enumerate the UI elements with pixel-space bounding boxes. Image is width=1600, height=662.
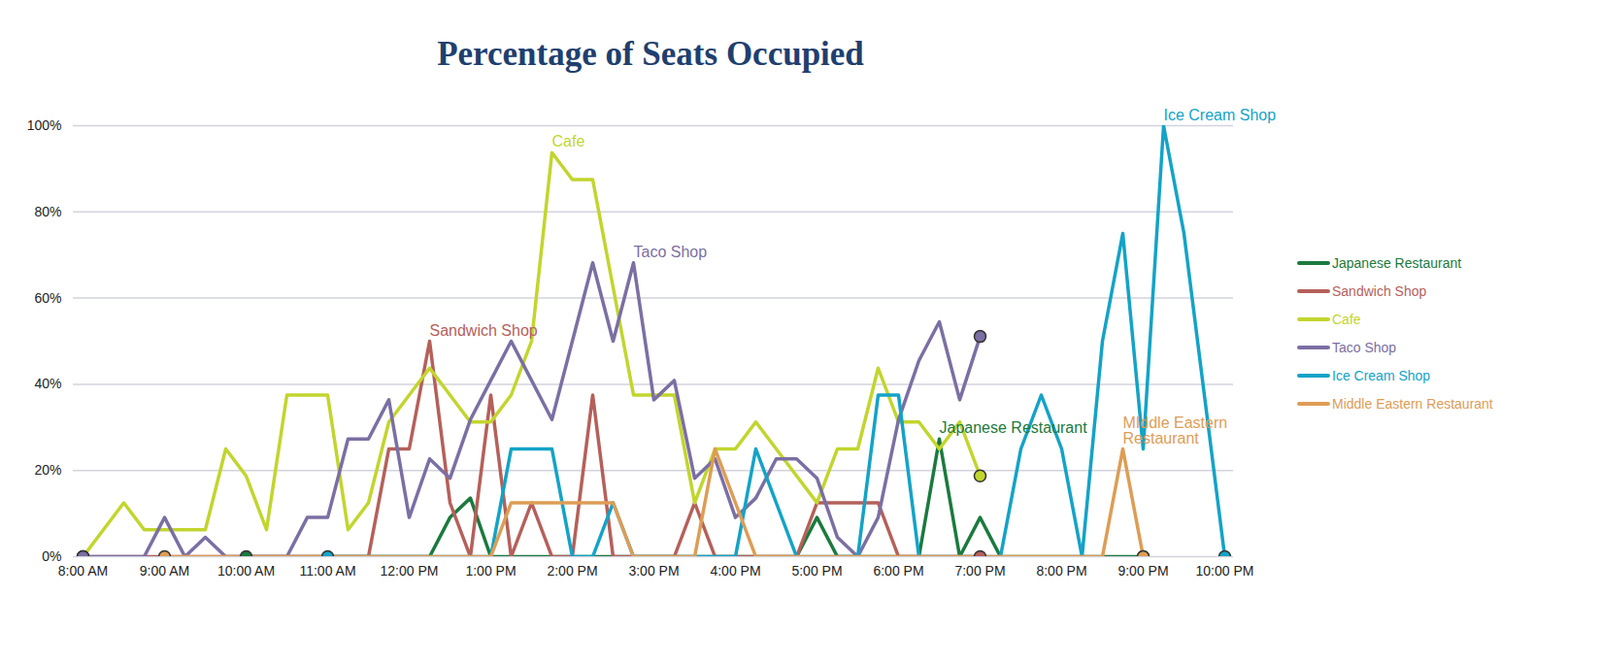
svg-text:60%: 60% bbox=[33, 290, 62, 306]
html-text:Percentage of Seats Occupied: Percentage of Seats Occupied bbox=[437, 34, 864, 73]
svg-text:20%: 20% bbox=[33, 462, 62, 478]
svg-text:Cafe: Cafe bbox=[552, 133, 586, 150]
svg-text:MIddle EasternRestaurant: MIddle EasternRestaurant bbox=[1123, 414, 1229, 447]
svg-text:9:00 PM: 9:00 PM bbox=[1117, 563, 1168, 579]
svg-text:10:00 PM: 10:00 PM bbox=[1196, 563, 1255, 579]
svg-text:80%: 80% bbox=[33, 203, 62, 220]
html-text:Cafe: Cafe bbox=[1332, 311, 1361, 327]
svg-text:1:00 PM: 1:00 PM bbox=[465, 563, 516, 579]
svg-text:7:00 PM: 7:00 PM bbox=[954, 563, 1005, 579]
svg-text:Sandwich Shop: Sandwich Shop bbox=[430, 322, 538, 339]
svg-text:4:00 PM: 4:00 PM bbox=[709, 563, 761, 579]
html-text:Japanese Restaurant: Japanese Restaurant bbox=[1332, 254, 1462, 271]
svg-text:6:00 PM: 6:00 PM bbox=[872, 563, 924, 579]
svg-text:Taco Shop: Taco Shop bbox=[633, 243, 708, 261]
svg-text:12:00 PM: 12:00 PM bbox=[380, 563, 439, 579]
svg-text:Ice Cream Shop: Ice Cream Shop bbox=[1164, 106, 1277, 124]
svg-text:9:00 AM: 9:00 AM bbox=[139, 563, 190, 579]
svg-text:100%: 100% bbox=[27, 117, 63, 134]
svg-text:Japanese Restaurant: Japanese Restaurant bbox=[939, 419, 1089, 436]
html-text:Middle Eastern Restaurant: Middle Eastern Restaurant bbox=[1332, 395, 1494, 412]
html-text:Ice Cream Shop: Ice Cream Shop bbox=[1332, 367, 1431, 384]
svg-text:8:00 AM: 8:00 AM bbox=[58, 563, 108, 579]
svg-text:2:00 PM: 2:00 PM bbox=[546, 563, 598, 579]
svg-text:3:00 PM: 3:00 PM bbox=[628, 563, 679, 579]
svg-text:10:00 AM: 10:00 AM bbox=[217, 563, 275, 579]
svg-text:0%: 0% bbox=[41, 548, 62, 565]
svg-text:11:00 AM: 11:00 AM bbox=[299, 563, 356, 579]
svg-text:40%: 40% bbox=[33, 375, 62, 392]
html-text:Taco Shop: Taco Shop bbox=[1332, 339, 1397, 355]
svg-text:5:00 PM: 5:00 PM bbox=[791, 563, 842, 579]
html-text:Sandwich Shop: Sandwich Shop bbox=[1332, 283, 1427, 299]
svg-text:8:00 PM: 8:00 PM bbox=[1035, 563, 1087, 579]
